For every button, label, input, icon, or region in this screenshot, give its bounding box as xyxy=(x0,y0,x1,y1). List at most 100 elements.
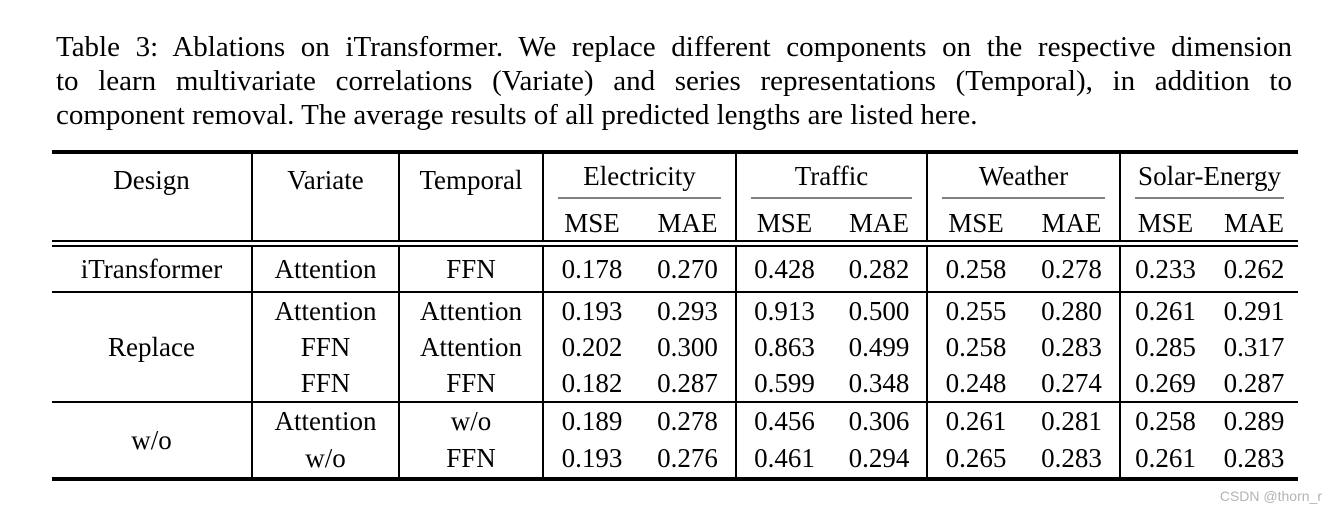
group-label: Traffic xyxy=(751,161,913,199)
metric-value: 0.248 xyxy=(945,367,1007,398)
metric-value: 0.282 xyxy=(832,243,929,292)
table-caption: Table 3: Ablations on iTransformer. We r… xyxy=(56,30,1292,132)
variate-label: FFN xyxy=(252,329,400,365)
metric-value: 0.306 xyxy=(832,402,929,440)
group-header-electricity: Electricity xyxy=(543,152,738,206)
metric-value: 0.193 xyxy=(561,443,623,473)
metric-value: 0.599 xyxy=(754,367,815,398)
group-header-row: Design Variate Temporal Electricity Traf… xyxy=(52,152,1298,206)
group-label: Solar-Energy xyxy=(1135,161,1285,199)
metric-value: 0.283 xyxy=(1024,329,1122,365)
caption-line: component removal. The average results o… xyxy=(56,99,978,131)
design-label: Replace xyxy=(52,292,253,402)
metric-value: 0.287 xyxy=(640,365,738,402)
metric-value: 0.317 xyxy=(1223,331,1285,362)
metric-value: 0.280 xyxy=(1024,292,1122,329)
caption-line: to learn multivariate correlations (Vari… xyxy=(56,65,1292,97)
metric-value: 0.428 xyxy=(754,253,815,284)
group-header-solar-energy: Solar-Energy xyxy=(1120,152,1298,206)
metric-value: 0.278 xyxy=(1024,243,1122,292)
table-row: FFN FFN 0.182 0.287 0.599 0.348 0.248 0.274 0.26… xyxy=(52,365,1298,402)
metric-value: 0.281 xyxy=(1024,402,1122,440)
metric-value: 0.294 xyxy=(832,440,929,479)
metric-value: 0.291 xyxy=(1223,295,1285,326)
metric-value: 0.913 xyxy=(754,295,815,326)
metric-header-row: MSE MAE MSE MAE MSE MAE MSE MAE xyxy=(52,206,1299,247)
metric-value: 0.261 xyxy=(1135,443,1196,473)
metric-value: 0.202 xyxy=(561,331,623,362)
metric-value: 0.262 xyxy=(1223,253,1285,284)
ablation-table: Design Variate Temporal Electricity Traf… xyxy=(52,150,1299,481)
group-label: Electricity xyxy=(558,161,722,199)
metric-header-mae: MAE xyxy=(1024,206,1122,247)
metric-value: 0.261 xyxy=(1135,295,1196,326)
metric-header-mae: MAE xyxy=(832,206,929,247)
metric-header-mse: MSE xyxy=(543,206,640,247)
metric-value: 0.278 xyxy=(640,402,738,440)
table-header: Design Variate Temporal Electricity Traf… xyxy=(52,152,1299,247)
col-header-variate: Variate xyxy=(252,152,400,206)
table-row: Replace Attention Attention 0.193 0.293 0.913… xyxy=(52,292,1298,402)
design-label: w/o xyxy=(52,402,253,479)
group-label: Weather xyxy=(942,161,1106,199)
temporal-label: Attention xyxy=(399,292,544,329)
variate-label: FFN xyxy=(252,365,400,402)
metric-value: 0.283 xyxy=(1223,443,1285,473)
metric-value: 0.274 xyxy=(1024,365,1122,402)
csdn-watermark: CSDN @thorn_r xyxy=(1219,488,1322,504)
metric-value: 0.285 xyxy=(1135,331,1196,362)
variate-label: Attention xyxy=(252,243,400,292)
metric-value: 0.258 xyxy=(945,253,1007,284)
metric-value: 0.193 xyxy=(561,295,623,326)
metric-value: 0.499 xyxy=(832,329,929,365)
metric-value: 0.269 xyxy=(1135,367,1196,398)
empty-header-cell xyxy=(399,206,544,247)
metric-value: 0.233 xyxy=(1135,253,1196,284)
table-section: Replace Attention Attention 0.193 0.293 0.913… xyxy=(52,292,1299,402)
table-row: FFN Attention 0.202 0.300 0.863 0.499 0.258 0.2… xyxy=(52,329,1298,365)
temporal-label: FFN xyxy=(399,365,544,402)
table-row: w/o FFN 0.193 0.276 0.461 0.294 0.265 0.283 0.26… xyxy=(52,440,1298,479)
variate-label: Attention xyxy=(252,402,400,440)
table-section: w/o Attention w/o 0.189 0.278 0.456 0.306 0.261… xyxy=(52,402,1299,479)
table-row: w/o Attention w/o 0.189 0.278 0.456 0.306 0.261… xyxy=(52,402,1298,479)
metric-value: 0.261 xyxy=(945,406,1007,436)
metric-value: 0.863 xyxy=(754,331,815,362)
metric-value: 0.461 xyxy=(754,443,815,473)
metric-header-mae: MAE xyxy=(1210,206,1299,247)
metric-value: 0.500 xyxy=(832,292,929,329)
metric-header-mae: MAE xyxy=(640,206,738,247)
metric-value: 0.293 xyxy=(640,292,738,329)
metric-value: 0.283 xyxy=(1024,440,1122,479)
metric-value: 0.258 xyxy=(945,331,1007,362)
metric-value: 0.265 xyxy=(945,443,1007,473)
metric-value: 0.189 xyxy=(561,406,623,436)
metric-value: 0.270 xyxy=(640,243,738,292)
metric-value: 0.182 xyxy=(561,367,623,398)
temporal-label: FFN xyxy=(399,243,544,292)
metric-value: 0.258 xyxy=(1135,406,1196,436)
metric-value: 0.287 xyxy=(1223,367,1285,398)
temporal-label: FFN xyxy=(399,440,544,479)
table-row: iTransformer Attention FFN 0.178 0.270 0.428 0… xyxy=(52,243,1298,292)
temporal-label: w/o xyxy=(399,402,544,440)
metric-value: 0.289 xyxy=(1223,406,1285,436)
metric-header-mse: MSE xyxy=(1120,206,1211,247)
metric-value: 0.300 xyxy=(640,329,738,365)
metric-value: 0.255 xyxy=(945,295,1007,326)
metric-value: 0.348 xyxy=(832,365,929,402)
variate-label: w/o xyxy=(252,440,400,479)
temporal-label: Attention xyxy=(399,329,544,365)
group-header-traffic: Traffic xyxy=(736,152,929,206)
metric-header-mse: MSE xyxy=(927,206,1025,247)
empty-header-cell xyxy=(52,206,253,247)
group-header-weather: Weather xyxy=(927,152,1122,206)
metric-value: 0.178 xyxy=(561,253,623,284)
empty-header-cell xyxy=(252,206,400,247)
table-section: iTransformer Attention FFN 0.178 0.270 0.428 0… xyxy=(52,243,1298,292)
col-header-design: Design xyxy=(52,152,253,206)
design-label: iTransformer xyxy=(52,243,253,292)
caption-line: Table 3: Ablations on iTransformer. We r… xyxy=(56,31,1292,63)
variate-label: Attention xyxy=(252,292,400,329)
metric-value: 0.456 xyxy=(754,406,815,436)
